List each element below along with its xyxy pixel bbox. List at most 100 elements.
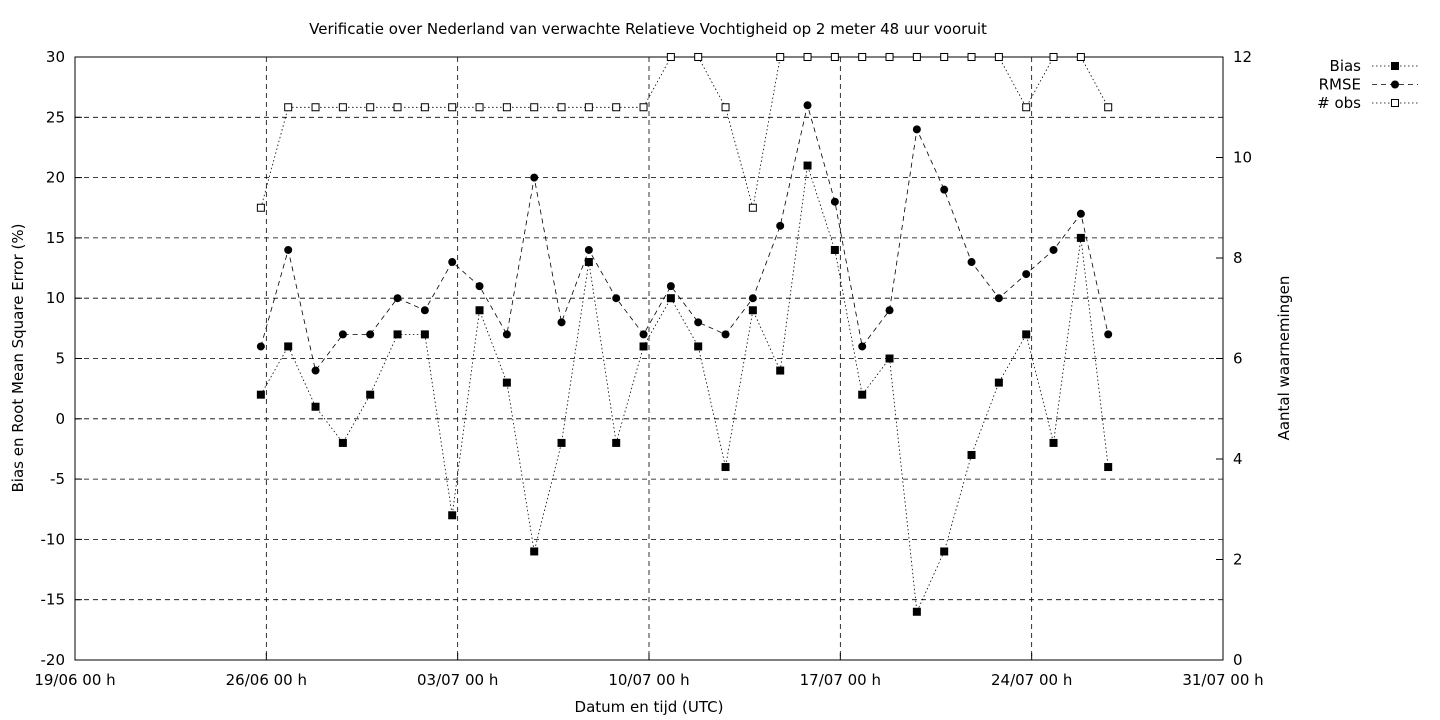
axis-ticks: -20 -15 -10 -5 0 5 10 15 20 25 30 0 2 4 6 8 10 12 19/06 00… [34,48,1263,689]
data-point-bias [475,306,484,315]
data-point-obs [448,103,457,112]
x-tick-label: 26/06 00 h [226,671,307,689]
data-point-bias [721,463,730,472]
data-point-obs [858,53,867,61]
data-point-bias [830,245,839,254]
data-point-bias [256,390,265,399]
legend-marker-rmse [1391,80,1399,89]
data-point-rmse [666,282,675,291]
data-point-obs [612,103,621,112]
data-point-obs [940,53,949,61]
legend-marker-obs [1391,99,1399,107]
chart-title: Verificatie over Nederland van verwachte… [309,20,987,38]
data-point-bias [420,330,429,339]
data-point-obs [420,103,429,112]
data-point-obs [502,103,511,112]
data-point-obs [694,53,703,61]
data-point-rmse [1104,330,1113,339]
data-point-obs [393,103,402,112]
series-layer [256,53,1113,616]
data-point-bias [803,161,812,170]
data-point-obs [1049,53,1058,61]
data-point-rmse [885,306,894,315]
data-point-rmse [448,258,457,267]
data-point-rmse [639,330,648,339]
series-rmse [256,101,1113,375]
data-point-rmse [420,306,429,315]
y2-axis-label: Aantal waarnemingen [1275,276,1293,441]
data-point-obs [967,53,976,61]
data-point-obs [1104,103,1113,112]
data-point-obs [912,53,921,61]
data-point-bias [612,438,621,447]
y-tick-label: 15 [46,229,65,247]
data-point-rmse [584,245,593,254]
data-point-obs [830,53,839,61]
data-point-bias [940,547,949,556]
y2-tick-label: 0 [1233,651,1243,669]
data-point-obs [475,103,484,112]
data-point-rmse [612,294,621,303]
x-tick-label: 24/07 00 h [991,671,1072,689]
data-point-bias [557,438,566,447]
data-point-rmse [530,173,539,182]
data-point-obs [885,53,894,61]
data-point-bias [748,306,757,315]
data-point-rmse [1022,270,1031,279]
data-point-rmse [284,245,293,254]
data-point-rmse [1076,209,1085,218]
y-tick-label: -10 [41,530,66,548]
y2-tick-label: 8 [1233,249,1243,267]
x-tick-label: 31/07 00 h [1182,671,1263,689]
y2-tick-label: 4 [1233,450,1243,468]
x-tick-label: 17/07 00 h [800,671,881,689]
data-point-bias [366,390,375,399]
y2-tick-label: 2 [1233,551,1243,569]
y-tick-label: 10 [46,289,65,307]
y-tick-label: 20 [46,169,65,187]
legend-label-rmse: RMSE [1319,76,1361,94]
data-point-rmse [557,318,566,327]
data-point-bias [885,354,894,363]
y-tick-label: 30 [46,48,65,66]
series-bias [256,161,1113,616]
x-tick-label: 19/06 00 h [34,671,115,689]
data-point-obs [748,203,757,212]
data-point-obs [256,203,265,212]
legend-marker-bias [1391,62,1399,70]
y-tick-label: 25 [46,108,65,126]
data-point-bias [530,547,539,556]
data-point-bias [584,258,593,267]
legend-label-obs: # obs [1317,94,1361,112]
y2-tick-label: 10 [1233,149,1252,167]
data-point-bias [393,330,402,339]
y-tick-label: -20 [41,651,66,669]
data-point-bias [912,607,921,616]
series-line-rmse [260,105,1109,372]
data-point-obs [994,53,1003,61]
data-point-rmse [994,294,1003,303]
data-point-obs [366,103,375,112]
data-point-obs [803,53,812,61]
data-point-obs [284,103,293,112]
data-point-rmse [858,342,867,351]
data-point-rmse [475,282,484,291]
data-point-bias [994,378,1003,387]
data-point-bias [1104,463,1113,472]
series-line-obs [260,56,1109,208]
data-point-rmse [803,101,812,110]
data-point-obs [721,103,730,112]
data-point-rmse [776,221,785,230]
grid [75,57,1223,660]
y-tick-label: -5 [50,470,65,488]
data-point-obs [639,103,648,112]
y-tick-label: 5 [55,350,65,368]
data-point-rmse [338,330,347,339]
data-point-bias [694,342,703,351]
data-point-obs [1076,53,1085,61]
series-obs [256,53,1113,212]
data-point-rmse [1049,245,1058,254]
data-point-rmse [502,330,511,339]
